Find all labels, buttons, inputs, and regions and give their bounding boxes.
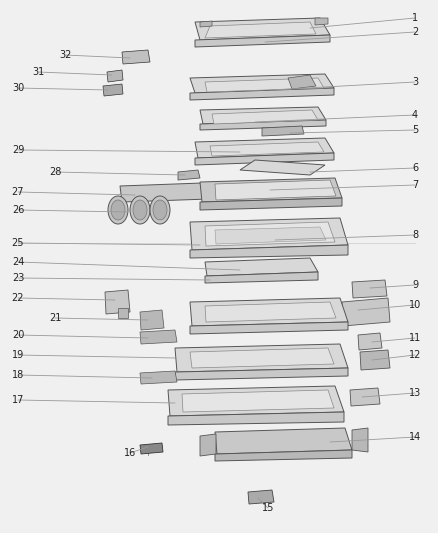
Polygon shape [352, 428, 368, 452]
Polygon shape [205, 258, 318, 276]
Polygon shape [288, 75, 316, 89]
Polygon shape [200, 434, 216, 456]
Polygon shape [105, 290, 130, 314]
Text: 11: 11 [409, 333, 421, 343]
Ellipse shape [111, 200, 125, 220]
Polygon shape [140, 310, 164, 330]
Polygon shape [140, 443, 163, 454]
Text: 12: 12 [409, 350, 421, 360]
Polygon shape [118, 308, 128, 318]
Polygon shape [190, 348, 334, 368]
Polygon shape [122, 50, 150, 64]
Text: 10: 10 [409, 300, 421, 310]
Ellipse shape [153, 200, 167, 220]
Polygon shape [205, 272, 318, 283]
Polygon shape [342, 298, 390, 326]
Text: 1: 1 [412, 13, 418, 23]
Text: 32: 32 [59, 50, 71, 60]
Polygon shape [190, 245, 348, 258]
Polygon shape [195, 18, 330, 40]
Polygon shape [240, 160, 325, 175]
Polygon shape [210, 142, 324, 156]
Text: 19: 19 [12, 350, 24, 360]
Polygon shape [215, 450, 352, 461]
Text: 21: 21 [49, 313, 61, 323]
Polygon shape [195, 35, 330, 47]
Text: 30: 30 [12, 83, 24, 93]
Text: 6: 6 [412, 163, 418, 173]
Text: 16: 16 [124, 448, 136, 458]
Polygon shape [205, 222, 335, 246]
Text: 26: 26 [12, 205, 24, 215]
Text: 18: 18 [12, 370, 24, 380]
Polygon shape [190, 322, 348, 334]
Polygon shape [140, 330, 177, 344]
Polygon shape [200, 198, 342, 210]
Polygon shape [175, 344, 348, 372]
Text: 3: 3 [412, 77, 418, 87]
Polygon shape [168, 386, 344, 416]
Polygon shape [190, 74, 334, 93]
Polygon shape [205, 78, 324, 92]
Polygon shape [200, 21, 212, 27]
Polygon shape [200, 120, 326, 130]
Text: 28: 28 [49, 167, 61, 177]
Text: 13: 13 [409, 388, 421, 398]
Ellipse shape [133, 200, 147, 220]
Text: 23: 23 [12, 273, 24, 283]
Polygon shape [350, 388, 380, 406]
Text: 24: 24 [12, 257, 24, 267]
Text: 2: 2 [412, 27, 418, 37]
Polygon shape [120, 182, 238, 202]
Ellipse shape [150, 196, 170, 224]
Polygon shape [215, 180, 336, 200]
Text: 14: 14 [409, 432, 421, 442]
Text: 25: 25 [12, 238, 24, 248]
Text: 27: 27 [12, 187, 24, 197]
Polygon shape [215, 428, 352, 454]
Ellipse shape [130, 196, 150, 224]
Text: 4: 4 [412, 110, 418, 120]
Text: 15: 15 [262, 503, 274, 513]
Polygon shape [140, 371, 177, 384]
Polygon shape [248, 490, 274, 504]
Polygon shape [212, 110, 318, 124]
Polygon shape [168, 412, 344, 425]
Polygon shape [200, 178, 342, 202]
Polygon shape [205, 302, 336, 322]
Text: 22: 22 [12, 293, 24, 303]
Polygon shape [190, 298, 348, 326]
Polygon shape [200, 107, 326, 124]
Polygon shape [262, 126, 304, 136]
Polygon shape [190, 88, 334, 100]
Text: 20: 20 [12, 330, 24, 340]
Polygon shape [360, 350, 390, 370]
Polygon shape [205, 22, 316, 38]
Polygon shape [103, 84, 123, 96]
Text: 7: 7 [412, 180, 418, 190]
Polygon shape [107, 70, 123, 82]
Polygon shape [352, 280, 387, 298]
Text: 9: 9 [412, 280, 418, 290]
Ellipse shape [108, 196, 128, 224]
Polygon shape [195, 153, 334, 165]
Text: 29: 29 [12, 145, 24, 155]
Polygon shape [182, 390, 334, 412]
Text: 5: 5 [412, 125, 418, 135]
Text: 8: 8 [412, 230, 418, 240]
Polygon shape [195, 138, 334, 158]
Text: 31: 31 [32, 67, 44, 77]
Polygon shape [358, 333, 382, 350]
Text: 17: 17 [12, 395, 24, 405]
Polygon shape [315, 18, 328, 25]
Polygon shape [178, 170, 200, 180]
Polygon shape [175, 368, 348, 380]
Polygon shape [190, 218, 348, 250]
Polygon shape [215, 227, 326, 244]
